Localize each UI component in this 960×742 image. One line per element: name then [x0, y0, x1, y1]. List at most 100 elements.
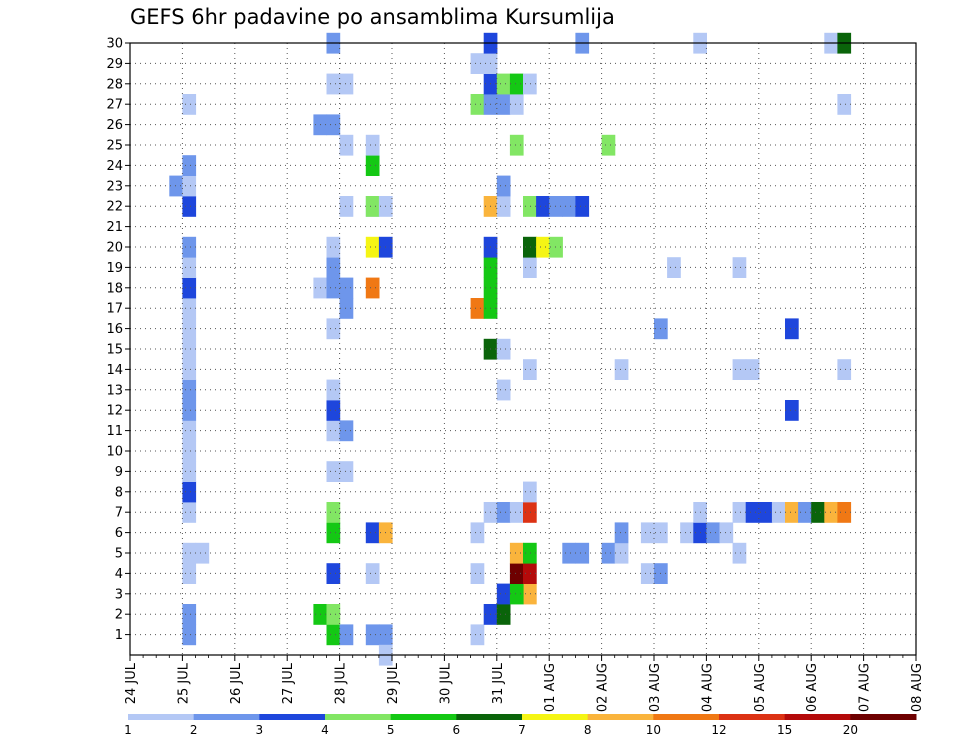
legend-label: 10	[646, 723, 661, 737]
heatmap-cell	[470, 522, 485, 544]
x-tick-label: 07 AUG	[858, 663, 873, 712]
heatmap-cell	[732, 502, 747, 523]
heatmap-cell	[640, 563, 655, 584]
x-tick-label: 02 AUG	[596, 663, 611, 712]
heatmap-cell	[549, 236, 563, 258]
heatmap-cell	[326, 563, 341, 584]
heatmap-cell	[339, 298, 354, 319]
y-tick-label: 15	[106, 343, 123, 358]
heatmap-cell	[182, 461, 197, 482]
heatmap-cell	[523, 481, 537, 503]
heatmap-cell	[509, 73, 524, 95]
legend-label: 15	[777, 723, 792, 737]
heatmap-cell	[326, 461, 341, 482]
heatmap-cell	[182, 236, 197, 258]
heatmap-cell	[601, 134, 616, 156]
heatmap-cell	[326, 257, 341, 278]
y-tick-label: 26	[106, 118, 123, 133]
legend-label: 2	[190, 723, 198, 737]
x-tick-label: 31 JUL	[491, 662, 506, 704]
heatmap-cell	[470, 53, 485, 74]
y-tick-label: 8	[115, 485, 123, 500]
y-tick-label: 2	[115, 608, 123, 623]
heatmap-cell	[326, 604, 341, 625]
heatmap-cell	[732, 359, 747, 380]
legend-label: 7	[518, 723, 526, 737]
y-tick-label: 29	[106, 57, 123, 72]
heatmap-cell	[523, 257, 537, 278]
legend-swatch	[456, 714, 523, 720]
legend-swatch	[850, 714, 917, 720]
legend-label: 3	[256, 723, 264, 737]
heatmap-cell	[732, 257, 747, 278]
heatmap-cell	[470, 298, 485, 319]
heatmap-cell	[509, 502, 524, 523]
heatmap-cell	[182, 257, 197, 278]
y-tick-label: 19	[106, 261, 123, 276]
x-tick-label: 05 AUG	[753, 663, 768, 712]
heatmap-cell	[496, 338, 511, 360]
heatmap-cell	[182, 542, 197, 564]
heatmap-cell	[824, 502, 838, 523]
heatmap-cell	[182, 338, 197, 360]
heatmap-cell	[562, 196, 576, 217]
heatmap-cell	[496, 196, 511, 217]
heatmap-cell	[680, 522, 694, 544]
heatmap-cell	[470, 563, 485, 584]
heatmap-cell	[339, 134, 354, 156]
heatmap-cell	[326, 236, 341, 258]
heatmap-cell	[785, 400, 799, 421]
heatmap-cell	[339, 277, 354, 299]
legend-swatch	[325, 714, 392, 720]
heatmap-cell	[523, 563, 537, 584]
y-tick-label: 7	[115, 506, 123, 521]
heatmap-cell	[496, 502, 511, 523]
heatmap-cell	[326, 73, 341, 95]
heatmap-cell	[837, 94, 852, 115]
heatmap-cell	[837, 502, 852, 523]
heatmap-cell	[496, 175, 511, 197]
heatmap-cell	[496, 583, 511, 605]
heatmap-cell	[339, 461, 354, 482]
legend-swatch	[193, 714, 260, 720]
heatmap-cell	[182, 175, 197, 197]
heatmap-cell	[182, 563, 197, 584]
y-tick-label: 10	[106, 445, 123, 460]
heatmap-cell	[365, 134, 380, 156]
heatmap-cell	[640, 522, 655, 544]
y-tick-label: 13	[106, 383, 123, 398]
y-tick-label: 17	[106, 302, 123, 317]
heatmap-cell	[182, 94, 197, 115]
y-tick-label: 25	[106, 139, 123, 154]
heatmap-cell	[496, 94, 511, 115]
heatmap-cell	[182, 359, 197, 380]
legend-swatch	[259, 714, 326, 720]
heatmap-cell	[182, 277, 197, 299]
heatmap-cell	[182, 155, 197, 176]
x-axis-ticks: 24 JUL 25 JUL 26 JUL 27 JUL 28 JUL 29 JUL 30 J…	[124, 655, 925, 712]
y-tick-label: 1	[115, 628, 123, 643]
y-tick-label: 5	[115, 547, 123, 562]
y-tick-label: 6	[115, 526, 123, 541]
x-tick-label: 26 JUL	[229, 662, 244, 704]
heatmap-cell	[326, 624, 341, 646]
x-tick-label: 04 AUG	[700, 663, 715, 712]
heatmap-cell	[326, 400, 341, 421]
x-tick-label: 29 JUL	[386, 662, 401, 704]
heatmap-cell	[326, 420, 341, 442]
heatmap-cell	[509, 542, 524, 564]
y-tick-label: 4	[115, 567, 123, 582]
color-legend: 1 2 3 4 5 6 7 8 10 12 15 20	[124, 714, 917, 737]
legend-swatch	[587, 714, 654, 720]
heatmap-cell	[326, 318, 341, 340]
heatmap-cell	[182, 420, 197, 442]
heatmap-cell	[182, 502, 197, 523]
heatmap-cell	[732, 542, 747, 564]
heatmap-cell	[509, 563, 524, 584]
heatmap-cell	[785, 318, 799, 340]
legend-swatch	[653, 714, 720, 720]
heatmap-cell	[798, 502, 812, 523]
legend-swatch	[128, 714, 195, 720]
heatmap-cell	[536, 236, 550, 258]
